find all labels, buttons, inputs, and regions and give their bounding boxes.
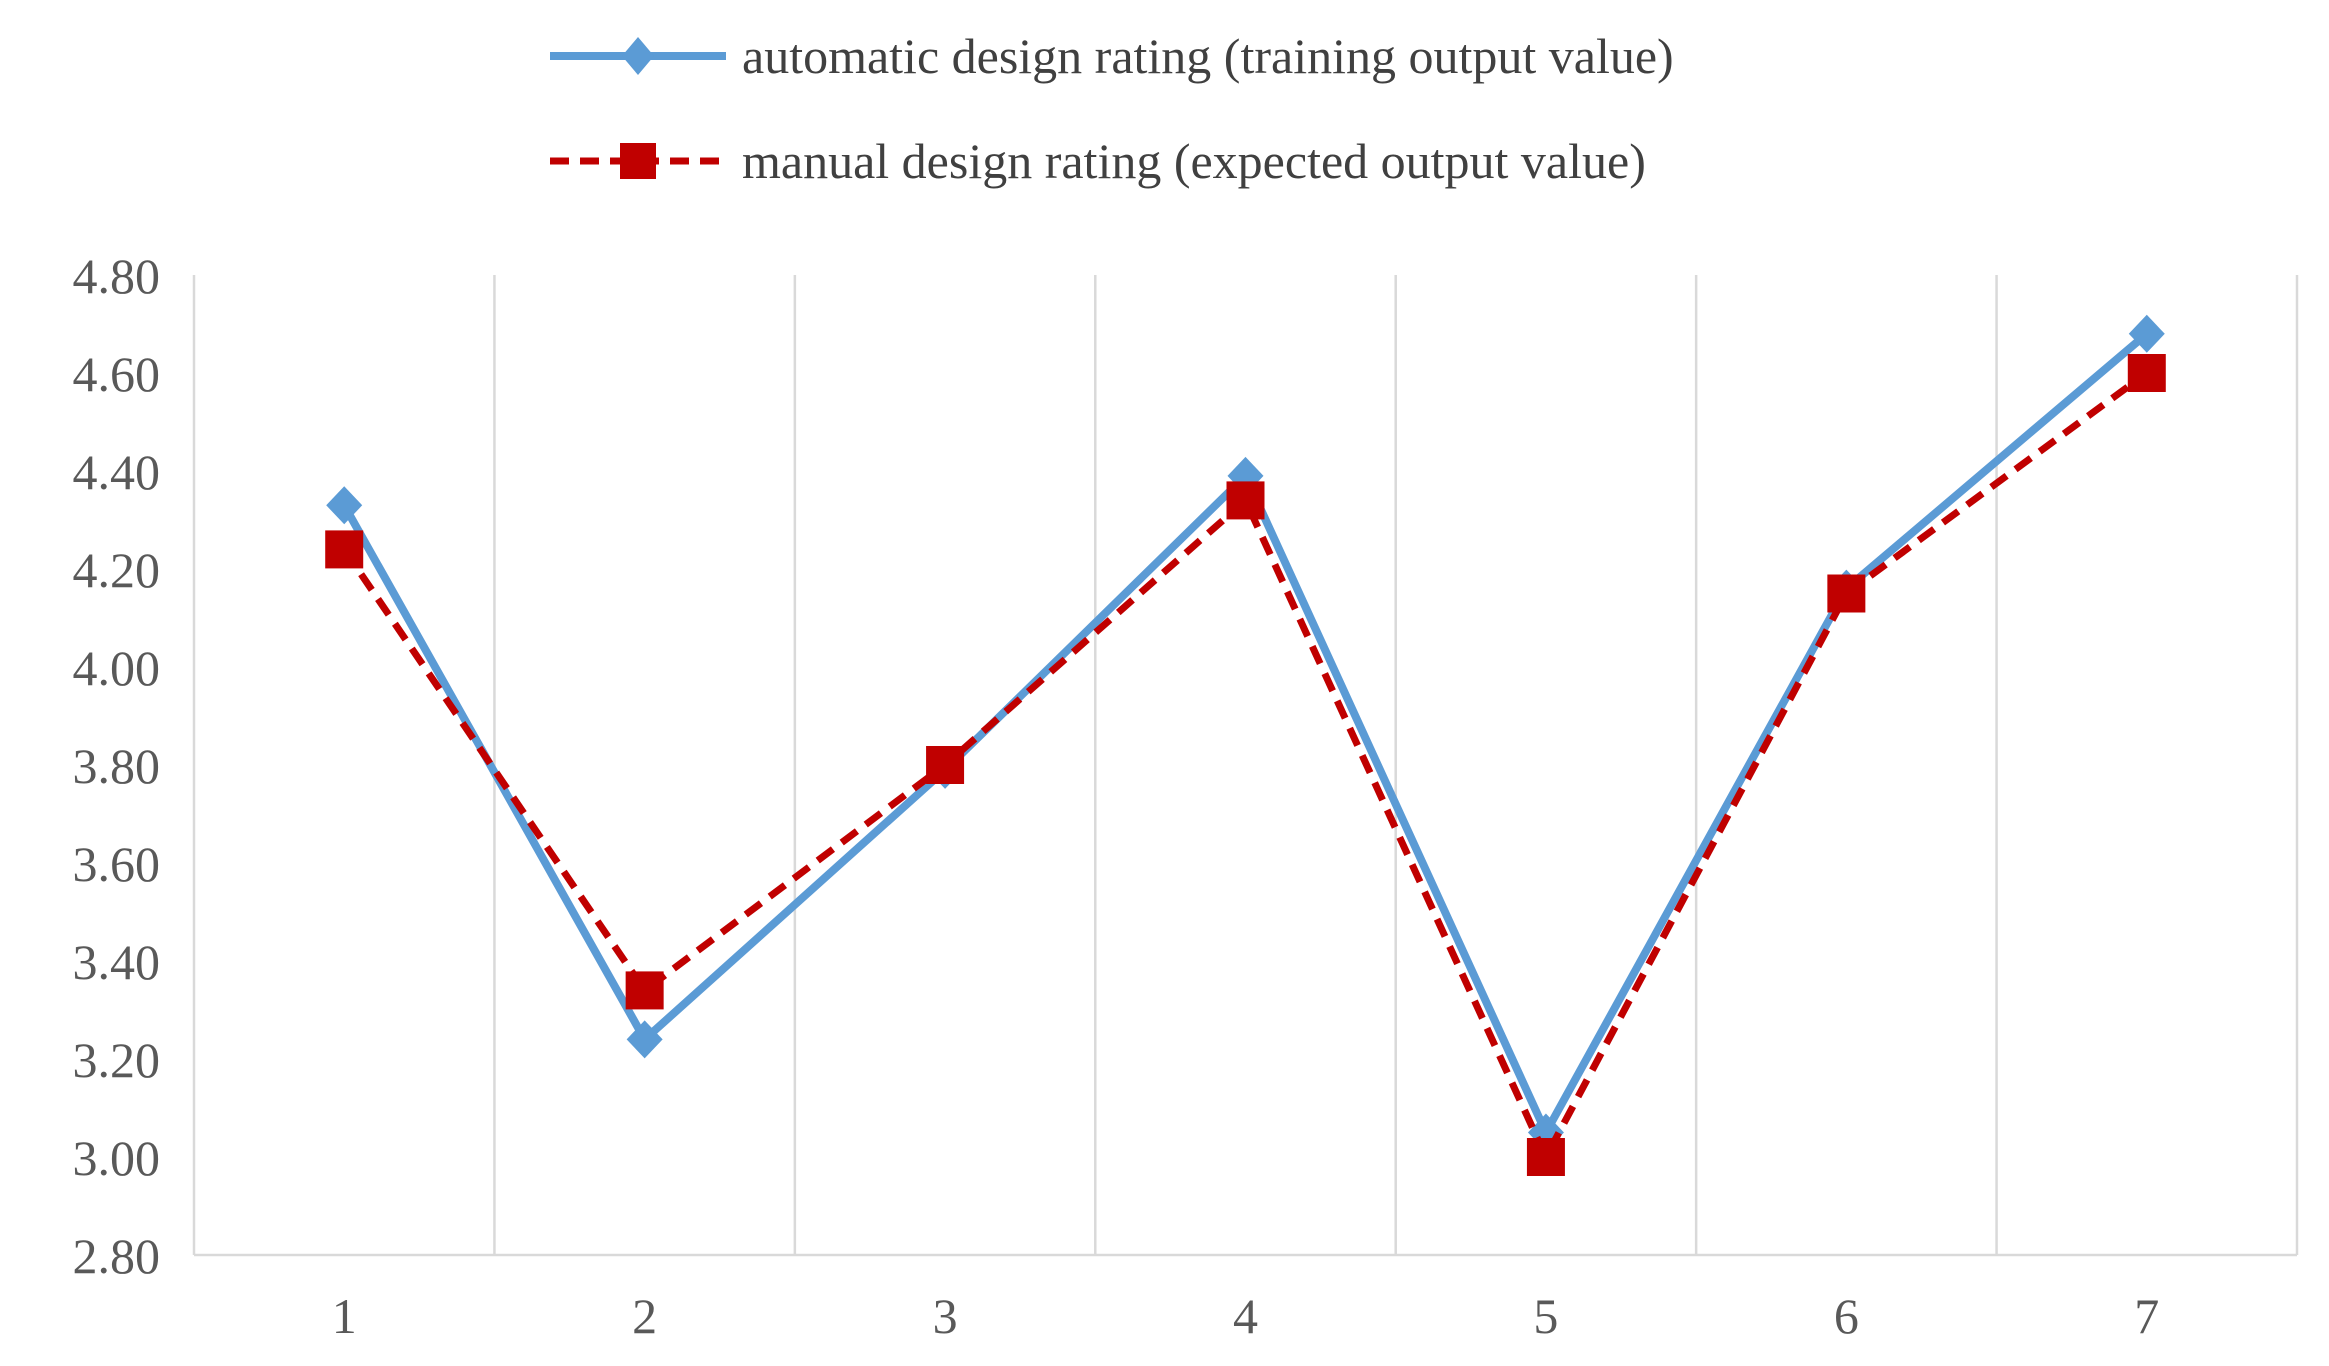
x-tick-label: 7 (2134, 1288, 2159, 1344)
data-point-square (625, 971, 664, 1010)
data-point-diamond (326, 486, 363, 525)
x-tick-label: 4 (1233, 1288, 1258, 1344)
legend-marker-manual (550, 143, 726, 179)
legend-marker-automatic (550, 37, 726, 75)
y-tick-label: 3.40 (73, 934, 161, 990)
series-line-1 (340, 330, 2150, 1137)
x-tick-label: 5 (1533, 1288, 1558, 1344)
y-tick-label: 3.80 (73, 738, 161, 794)
data-point-square (1827, 574, 1866, 613)
y-tick-label: 3.20 (73, 1032, 161, 1088)
x-tick-label: 1 (332, 1288, 357, 1344)
y-tick-label: 4.00 (73, 640, 161, 696)
x-tick-label: 3 (933, 1288, 958, 1344)
y-tick-label: 2.80 (73, 1228, 161, 1284)
square-marker-icon (620, 143, 656, 179)
data-point-square (1226, 481, 1265, 520)
diamond-marker-icon (622, 37, 654, 75)
data-point-diamond (2128, 314, 2165, 353)
data-point-diamond (626, 1020, 663, 1059)
y-tick-label: 4.20 (73, 542, 161, 598)
legend-item-automatic: automatic design rating (training output… (548, 24, 1674, 88)
x-tick-label: 2 (632, 1288, 657, 1344)
y-tick-label: 3.00 (73, 1130, 161, 1186)
data-point-square (926, 746, 965, 784)
y-tick-label: 3.60 (73, 836, 161, 892)
y-tick-label: 4.60 (73, 346, 161, 402)
legend-label-manual: manual design rating (expected output va… (742, 133, 1646, 189)
legend-item-manual: manual design rating (expected output va… (548, 129, 1646, 193)
y-tick-label: 4.40 (73, 444, 161, 500)
y-tick-label: 4.80 (73, 248, 161, 304)
legend-label-automatic: automatic design rating (training output… (742, 28, 1674, 84)
data-point-square (325, 530, 364, 569)
data-point-square (2127, 354, 2166, 392)
data-point-square (1526, 1138, 1565, 1176)
x-tick-label: 6 (1834, 1288, 1859, 1344)
